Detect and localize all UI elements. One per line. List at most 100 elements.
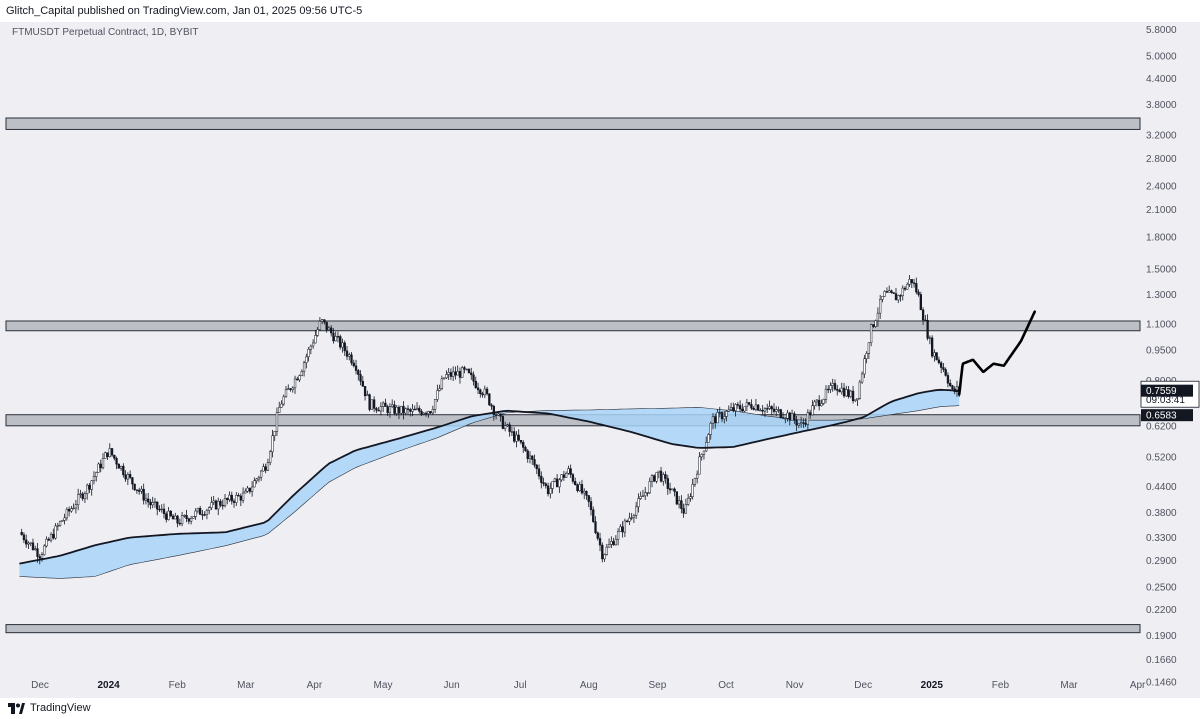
price-chart[interactable]: 5.8000 5.0000 4.4000 3.8000 3.2000 2.8000 2.40… — [0, 22, 1200, 698]
candle-body — [788, 412, 791, 421]
x-tick-label: Nov — [786, 680, 804, 691]
candle-body — [845, 389, 848, 397]
y-tick-label: 0.3800 — [1146, 508, 1177, 519]
candle-body — [555, 478, 559, 488]
candle-body — [546, 485, 550, 495]
candle-body — [479, 389, 482, 394]
candle-body — [662, 474, 665, 482]
candle-body — [775, 409, 778, 412]
chart-area[interactable]: 5.8000 5.0000 4.4000 3.8000 3.2000 2.8000 2.40… — [0, 22, 1200, 698]
candle-body — [167, 510, 170, 520]
candle-body — [779, 409, 782, 418]
candle-body — [436, 390, 439, 400]
candle-body — [113, 454, 116, 459]
candle-body — [725, 411, 728, 417]
candle-body — [700, 454, 703, 458]
candle-body — [140, 488, 143, 492]
candle-body — [743, 406, 746, 412]
candle-body — [677, 500, 681, 505]
candle-body — [580, 484, 584, 494]
candle-body — [549, 488, 552, 495]
candle-body — [153, 501, 157, 503]
candle-body — [237, 495, 240, 497]
x-tick-label: Feb — [169, 680, 187, 691]
candle-body — [856, 398, 859, 401]
candle-body — [393, 404, 396, 414]
x-tick-label: Jul — [514, 680, 527, 691]
candle-body — [350, 354, 353, 364]
candle-body — [490, 404, 493, 407]
candle-body — [149, 501, 152, 506]
candle-body — [442, 377, 446, 380]
candle-body — [415, 407, 419, 410]
candle-body — [461, 367, 464, 378]
candle-body — [49, 534, 53, 541]
candle-body — [391, 404, 394, 407]
candle-body — [625, 520, 629, 523]
candle-body — [693, 478, 697, 485]
candle-body — [754, 404, 758, 410]
candle-body — [311, 342, 315, 347]
candle-body — [223, 498, 227, 507]
candle-body — [354, 365, 358, 371]
candle-body — [847, 389, 850, 397]
candle-body — [221, 504, 224, 507]
candle-body — [25, 539, 28, 545]
candle-body — [106, 452, 109, 457]
candle-body — [924, 319, 927, 322]
candle-body — [567, 468, 570, 474]
candle-body — [657, 470, 660, 473]
candle-body — [438, 388, 441, 391]
tradingview-logo[interactable]: TradingView — [8, 702, 91, 714]
y-tick-label: 0.3300 — [1146, 533, 1177, 544]
candle-body — [587, 495, 590, 502]
candle-body — [637, 498, 640, 508]
y-tick-label: 3.2000 — [1146, 130, 1177, 141]
candle-body — [56, 525, 59, 527]
candle-body — [413, 408, 416, 411]
candle-body — [232, 500, 236, 503]
candle-body — [562, 474, 566, 478]
candle-body — [648, 481, 651, 494]
candle-body — [668, 488, 672, 491]
candle-body — [894, 293, 898, 301]
candle-body — [885, 291, 889, 293]
candle-body — [124, 474, 127, 480]
candle-body — [603, 554, 606, 560]
candle-body — [27, 542, 30, 545]
x-tick-label: Apr — [307, 680, 323, 691]
candle-body — [686, 498, 690, 505]
candle-body — [22, 534, 26, 541]
candle-body — [345, 350, 349, 357]
candle-body — [632, 515, 636, 518]
candle-body — [574, 481, 577, 485]
candle-body — [508, 424, 511, 432]
x-tick-label: 2025 — [921, 680, 944, 691]
candle-body — [689, 496, 692, 499]
candle-body — [397, 406, 401, 414]
candle-body — [160, 508, 163, 511]
candle-body — [210, 502, 213, 508]
candle-body — [770, 406, 773, 410]
candle-body — [370, 399, 374, 410]
candle-body — [77, 494, 80, 506]
candle-body — [178, 522, 181, 525]
candle-body — [447, 372, 450, 375]
candle-body — [244, 490, 247, 494]
candle-body — [501, 416, 505, 429]
candle-body — [820, 403, 823, 407]
candle-body — [734, 404, 737, 411]
publisher-text: Glitch_Capital published on TradingView.… — [6, 5, 363, 17]
candle-body — [897, 295, 900, 301]
candle-body — [876, 312, 880, 322]
candle-body — [503, 425, 507, 429]
candle-body — [863, 358, 866, 375]
candle-body — [736, 404, 739, 406]
zone-1 — [5, 117, 1141, 130]
candle-body — [108, 448, 111, 457]
candle-body — [97, 463, 100, 473]
candle-body — [777, 409, 780, 411]
candle-body — [474, 380, 477, 388]
candle-body — [675, 491, 678, 505]
candle-body — [813, 401, 816, 406]
